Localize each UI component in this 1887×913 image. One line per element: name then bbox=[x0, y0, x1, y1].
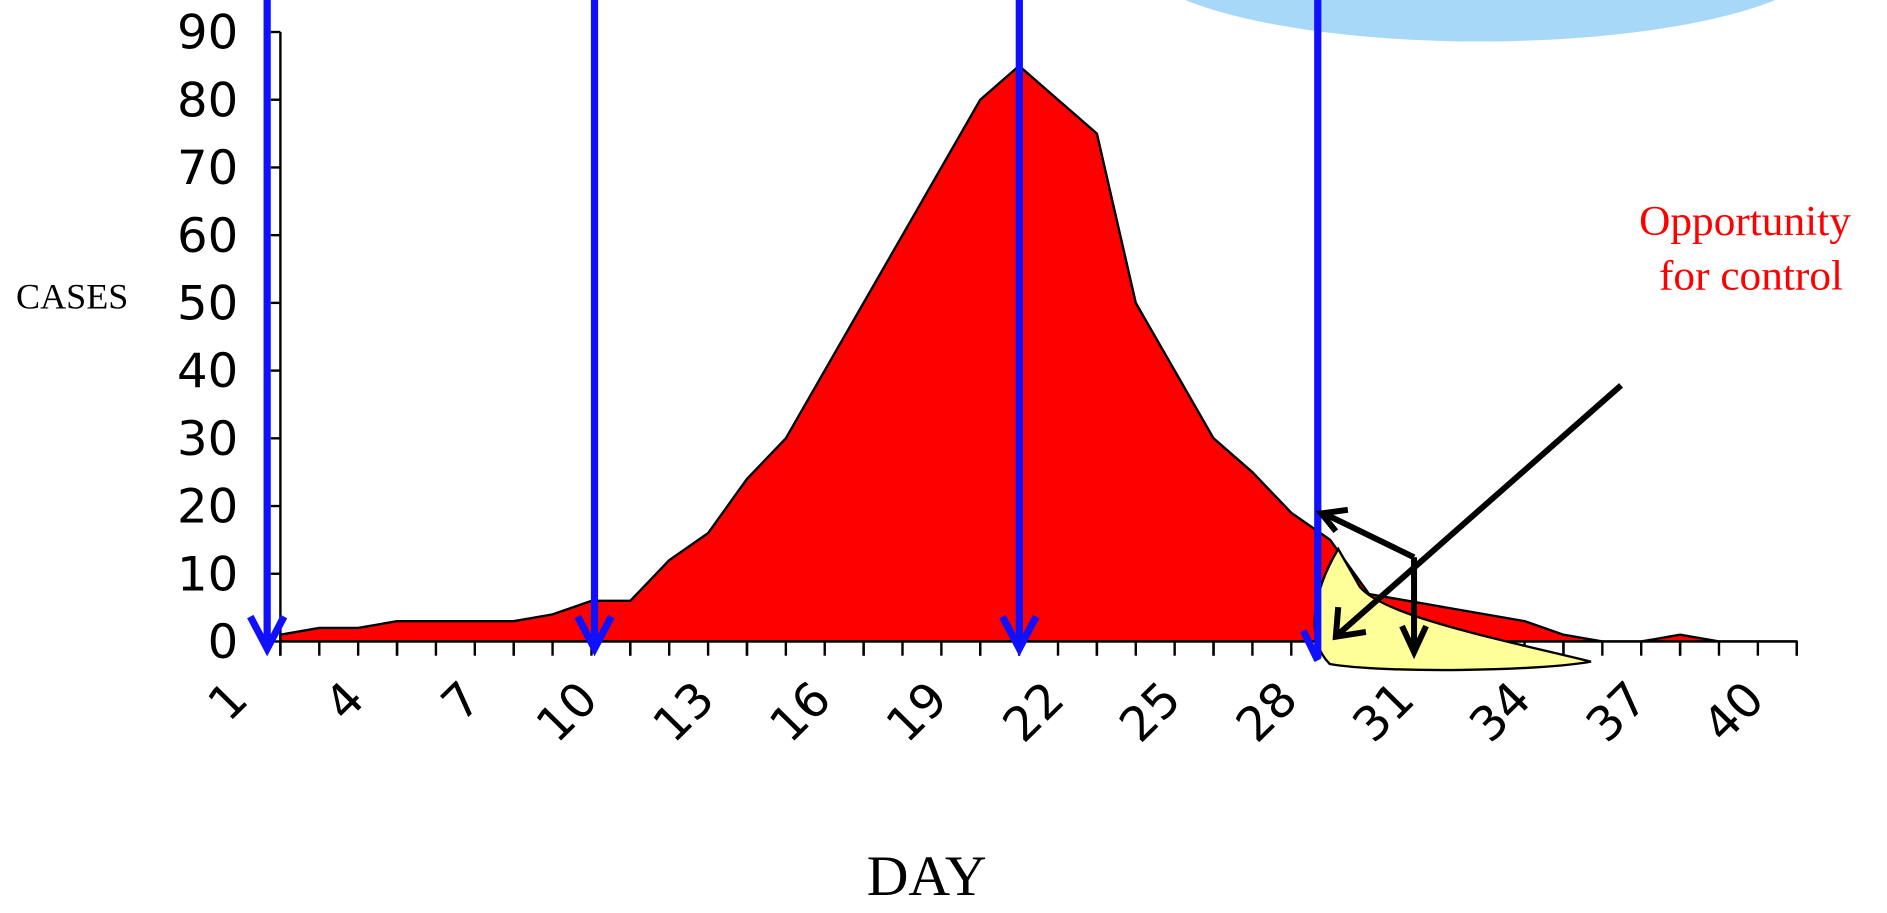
x-tick-label: 25 bbox=[1110, 672, 1192, 753]
x-tick-label: 7 bbox=[431, 672, 492, 732]
plot: 0 10 20 30 40 50 60 70 80 90 1 4 7 10 13 16 19 22 25 28 31 34… bbox=[177, 6, 1798, 753]
y-tick-label: 30 bbox=[177, 412, 238, 467]
x-tick-label: 10 bbox=[526, 672, 608, 753]
x-axis-label: DAY bbox=[867, 846, 987, 909]
annotation-line: for control bbox=[1659, 253, 1843, 300]
y-tick-label: 50 bbox=[177, 277, 238, 332]
x-tick-label: 16 bbox=[760, 672, 842, 753]
y-tick-label: 40 bbox=[177, 345, 238, 400]
x-tick-label: 40 bbox=[1693, 672, 1775, 753]
x-tick-label: 34 bbox=[1459, 672, 1541, 753]
blue-arrows bbox=[247, 0, 1322, 662]
x-tick-label: 31 bbox=[1343, 672, 1425, 753]
annotation-line: Opportunity bbox=[1639, 198, 1851, 245]
x-tick-label: 13 bbox=[643, 672, 725, 753]
x-tick-label: 28 bbox=[1226, 672, 1308, 753]
x-tick-label: 4 bbox=[315, 672, 376, 732]
y-tick-label: 0 bbox=[208, 615, 239, 670]
area bbox=[279, 64, 1798, 643]
x-tick-label: 19 bbox=[876, 672, 958, 753]
y-tick-label: 70 bbox=[177, 141, 238, 196]
y-tick-label: 80 bbox=[177, 74, 238, 129]
y-axis-label: CASES bbox=[16, 277, 128, 317]
x-tick-label: 22 bbox=[993, 672, 1075, 753]
y-tick-label: 60 bbox=[177, 209, 238, 264]
y-tick-label: 10 bbox=[177, 548, 238, 603]
decor-cloud bbox=[1185, 0, 1776, 42]
x-tick-label: 37 bbox=[1576, 672, 1658, 753]
x-tick-label: 1 bbox=[198, 672, 259, 732]
black-arrows bbox=[1315, 383, 1624, 660]
y-tick-label: 90 bbox=[177, 6, 238, 61]
y-tick-label: 20 bbox=[177, 480, 238, 535]
